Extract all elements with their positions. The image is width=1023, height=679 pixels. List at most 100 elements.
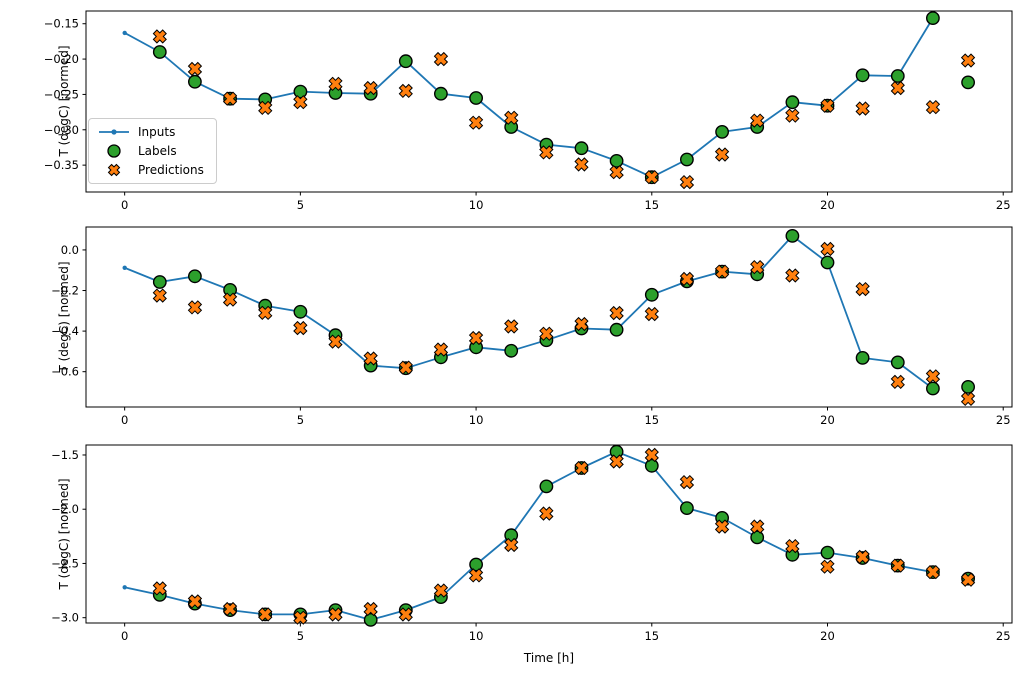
y-tick-label: −0.2	[51, 284, 79, 298]
predictions-point	[222, 292, 238, 307]
predictions-point	[679, 174, 695, 190]
labels-point	[644, 458, 659, 473]
predictions-point	[785, 108, 800, 123]
inputs-line	[124, 17, 934, 179]
predictions-point	[750, 113, 765, 128]
x-tick-label: 10	[469, 629, 484, 643]
predictions-point	[855, 549, 870, 565]
labels-point	[926, 11, 940, 26]
subplot-2-frame	[85, 226, 1013, 408]
labels-point	[785, 228, 800, 243]
predictions-point	[574, 316, 589, 332]
predictions-point	[785, 268, 800, 283]
legend-label: Inputs	[138, 124, 176, 139]
predictions-point	[258, 607, 273, 622]
labels-point	[574, 141, 589, 156]
x-tick-label: 5	[297, 198, 304, 212]
labels-point	[680, 501, 694, 515]
predictions-point	[293, 95, 308, 110]
predictions-point	[855, 281, 870, 297]
predictions-point	[714, 519, 730, 534]
predictions-point	[714, 147, 730, 162]
labels-point	[820, 545, 835, 560]
y-tick-label: −3.0	[51, 611, 79, 625]
predictions-point	[504, 110, 519, 125]
labels-point	[469, 91, 483, 105]
predictions-point	[398, 607, 413, 622]
y-tick-label: 0.0	[61, 243, 79, 257]
inputs-point	[122, 30, 127, 36]
labels-point	[855, 350, 870, 365]
y-tick-label: −0.6	[51, 365, 79, 379]
predictions-point	[152, 29, 167, 44]
subplot-3-frame	[85, 444, 1013, 624]
predictions-point	[468, 568, 484, 583]
legend-label: Labels	[138, 143, 177, 158]
predictions-point	[785, 538, 800, 554]
x-tick-label: 20	[820, 629, 835, 643]
predictions-point	[539, 145, 554, 160]
legend-label: Predictions	[138, 163, 204, 178]
predictions-point	[258, 100, 273, 116]
labels-point	[890, 355, 905, 370]
inputs-point	[122, 265, 127, 270]
predictions-point	[468, 115, 484, 130]
predictions-point	[398, 83, 413, 99]
inputs-point	[122, 585, 127, 590]
predictions-point	[960, 572, 976, 587]
predictions-point	[960, 53, 976, 68]
labels-point	[855, 68, 870, 83]
subplot-1-frame	[85, 10, 1013, 193]
predictions-point	[644, 169, 659, 185]
y-tick-label: −0.30	[44, 123, 79, 137]
predictions-point	[679, 474, 695, 490]
y-tick-label: −0.20	[44, 52, 79, 66]
predictions-point	[187, 594, 203, 609]
labels-point	[293, 304, 308, 319]
predictions-point	[504, 537, 519, 553]
x-tick-label: 0	[121, 629, 128, 643]
predictions-point	[644, 306, 659, 322]
predictions-point	[433, 583, 449, 598]
predictions-point	[293, 610, 308, 625]
x-tick-label: 0	[121, 413, 128, 427]
predictions-point	[644, 447, 659, 463]
labels-point	[398, 54, 413, 69]
x-tick-label: 25	[996, 198, 1011, 212]
x-tick-label: 20	[820, 413, 835, 427]
predictions-point	[363, 80, 378, 96]
y-tick-label: −0.15	[44, 17, 79, 31]
y-axis-label-subplot-2: T (degC) [normed]	[57, 261, 71, 373]
y-tick-label: −0.35	[44, 158, 79, 172]
predictions-point	[960, 391, 976, 407]
labels-point	[680, 152, 694, 167]
predictions-point	[855, 101, 870, 116]
predictions-point	[925, 564, 941, 580]
labels-point	[820, 255, 835, 270]
x-tick-label: 15	[644, 198, 659, 212]
x-tick-label: 10	[469, 413, 484, 427]
legend-item-predictions: Predictions	[97, 161, 208, 180]
predictions-point	[925, 369, 941, 384]
legend: Inputs Labels Predictions	[88, 118, 217, 184]
x-tick-label: 20	[820, 198, 835, 212]
x-tick-label: 25	[996, 413, 1011, 427]
predictions-point	[328, 334, 343, 349]
predictions-point	[152, 581, 167, 596]
predictions-point	[890, 80, 905, 96]
x-axis-label: Time [h]	[523, 651, 575, 665]
labels-point	[609, 153, 624, 168]
circle-marker-icon	[97, 143, 131, 159]
y-tick-label: −2.0	[51, 502, 79, 516]
labels-point	[750, 530, 765, 545]
line-dot-marker-icon	[97, 126, 131, 138]
labels-point	[293, 84, 308, 99]
predictions-point	[750, 259, 765, 275]
predictions-point	[504, 319, 519, 334]
labels-point	[152, 45, 167, 59]
labels-point	[504, 343, 519, 358]
labels-point	[785, 95, 800, 110]
predictions-point	[820, 98, 835, 113]
y-tick-label: −0.4	[51, 324, 79, 338]
predictions-point	[293, 320, 308, 336]
